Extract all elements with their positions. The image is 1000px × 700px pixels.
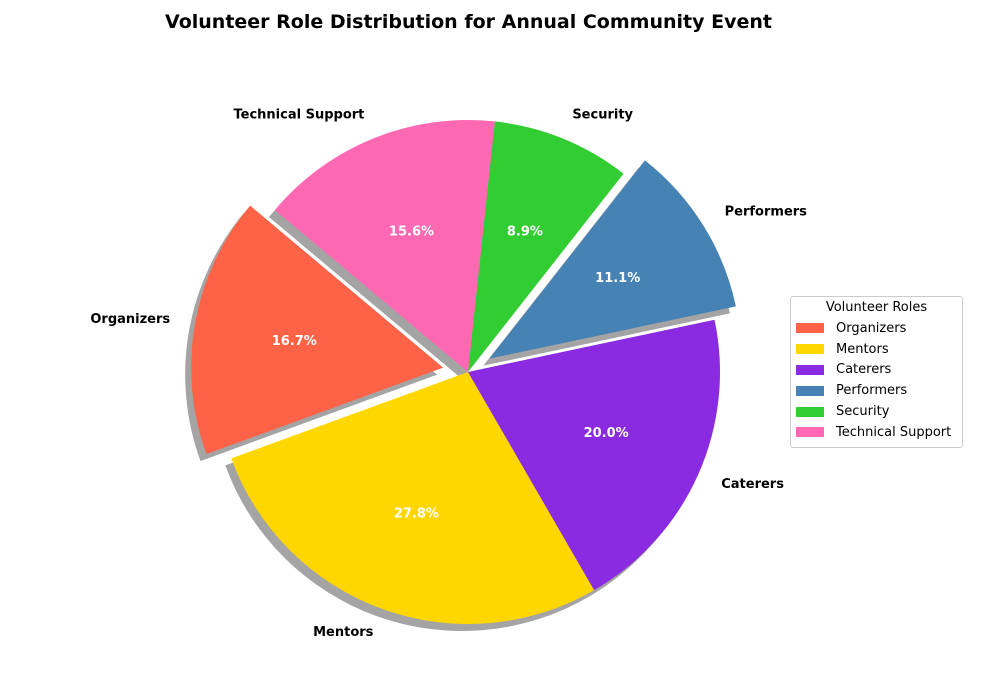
legend-item-technical-support: Technical Support xyxy=(791,422,962,443)
legend-swatch-mentors xyxy=(796,344,824,355)
slice-caterers xyxy=(468,319,720,591)
slice-security xyxy=(468,121,624,373)
percent-label-technical-support: 15.6% xyxy=(389,224,434,239)
percent-label-security: 8.9% xyxy=(507,224,543,239)
category-label-performers: Performers xyxy=(725,205,808,220)
slice-organizers xyxy=(191,205,444,455)
legend-items: Organizers Mentors Caterers Performers Secur… xyxy=(791,318,962,443)
legend-label-caterers: Caterers xyxy=(836,362,892,378)
percent-label-mentors: 27.8% xyxy=(394,507,439,522)
percent-label-performers: 11.1% xyxy=(595,271,640,286)
category-label-technical-support: Technical Support xyxy=(234,107,365,122)
category-label-security: Security xyxy=(572,108,633,123)
legend-label-performers: Performers xyxy=(836,383,908,399)
legend-swatch-caterers xyxy=(796,364,824,375)
label-layer: 16.7% Organizers 27.8% Mentors 20.0% Caterers… xyxy=(90,107,807,640)
slice-mentors xyxy=(231,372,595,624)
percent-label-organizers: 16.7% xyxy=(272,334,317,349)
legend-title: Volunteer Roles xyxy=(825,300,928,315)
legend-item-mentors: Mentors xyxy=(791,339,962,360)
slice-technical-support xyxy=(274,120,495,372)
legend-swatch-technical-support xyxy=(796,427,824,438)
legend: Volunteer Roles Organizers Mentors Caterer… xyxy=(790,296,963,448)
legend-label-technical-support: Technical Support xyxy=(836,424,952,440)
slice-performers xyxy=(489,160,736,359)
chart-title: Volunteer Role Distribution for Annual C… xyxy=(165,11,772,33)
category-label-mentors: Mentors xyxy=(313,625,374,640)
slice-layer xyxy=(191,120,736,624)
legend-item-performers: Performers xyxy=(791,380,962,401)
legend-item-security: Security xyxy=(791,401,962,422)
legend-label-mentors: Mentors xyxy=(836,341,889,357)
legend-label-organizers: Organizers xyxy=(836,320,907,336)
legend-label-security: Security xyxy=(836,404,890,420)
legend-swatch-security xyxy=(796,406,824,417)
legend-swatch-organizers xyxy=(796,323,824,334)
legend-item-organizers: Organizers xyxy=(791,318,962,339)
legend-swatch-performers xyxy=(796,385,824,396)
legend-item-caterers: Caterers xyxy=(791,360,962,381)
percent-label-caterers: 20.0% xyxy=(584,426,629,441)
category-label-caterers: Caterers xyxy=(721,477,784,492)
category-label-organizers: Organizers xyxy=(90,312,170,327)
